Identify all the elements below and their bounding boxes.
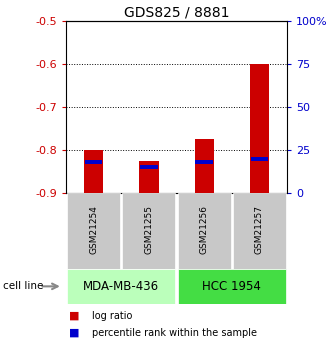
Text: MDA-MB-436: MDA-MB-436 [83,280,159,293]
Bar [122,193,176,269]
Text: HCC 1954: HCC 1954 [202,280,261,293]
Bar [251,157,268,161]
Bar [178,269,286,304]
Bar [84,150,103,193]
Text: ■: ■ [69,311,80,321]
Text: cell line: cell line [3,282,44,291]
Text: GSM21254: GSM21254 [89,205,98,254]
Bar [178,193,231,269]
Title: GDS825 / 8881: GDS825 / 8881 [124,6,229,20]
Bar [140,165,158,169]
Text: percentile rank within the sample: percentile rank within the sample [92,328,257,338]
Bar [250,64,269,193]
Text: GSM21256: GSM21256 [200,205,209,254]
Bar [85,160,102,164]
Text: log ratio: log ratio [92,311,133,321]
Text: GSM21255: GSM21255 [145,205,153,254]
Text: ■: ■ [69,328,80,338]
Bar [139,161,159,193]
Bar [67,269,176,304]
Bar [67,193,120,269]
Text: GSM21257: GSM21257 [255,205,264,254]
Bar [195,160,213,164]
Bar [233,193,286,269]
Bar [194,139,214,193]
